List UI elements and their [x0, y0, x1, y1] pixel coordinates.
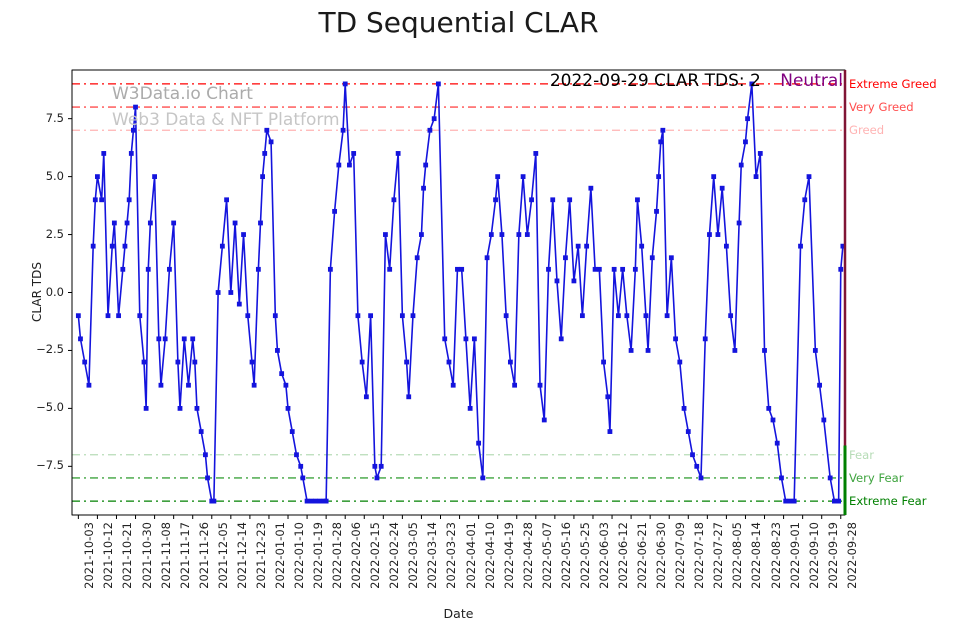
x-tick-label: 2022-09-01 — [787, 522, 802, 589]
annotation-text: 2022-09-29 CLAR TDS: 2 — [549, 71, 761, 91]
threshold-label: Greed — [849, 123, 885, 138]
x-tick-label: 2022-04-19 — [501, 522, 516, 589]
x-tick-label: 2022-07-27 — [711, 522, 726, 589]
y-tick-label: 0.0 — [45, 284, 64, 299]
sentiment-label: Neutral — [780, 71, 843, 91]
y-tick-label: −7.5 — [36, 458, 64, 473]
y-tick-label: 7.5 — [45, 110, 64, 125]
x-tick-label: 2022-08-23 — [768, 522, 783, 589]
watermark-line1: W3Data.io Chart — [112, 84, 253, 104]
latest-value-annotation: 2022-09-29 CLAR TDS: 2 Neutral — [550, 71, 843, 91]
y-tick-label: −5.0 — [36, 400, 64, 415]
x-tick-label: 2021-12-14 — [234, 522, 249, 589]
x-tick-label: 2021-11-17 — [177, 522, 192, 589]
x-tick-label: 2022-06-21 — [635, 522, 650, 589]
x-tick-label: 2021-12-23 — [253, 522, 268, 589]
x-tick-label: 2022-08-05 — [730, 522, 745, 589]
x-tick-label: 2021-10-12 — [101, 522, 116, 589]
x-tick-label: 2022-05-07 — [539, 522, 554, 589]
x-tick-label: 2022-01-01 — [272, 522, 287, 589]
x-tick-label: 2022-01-19 — [311, 522, 326, 589]
y-tick-label: 5.0 — [45, 168, 64, 183]
x-tick-label: 2022-06-12 — [616, 522, 631, 589]
x-tick-label: 2021-10-03 — [82, 522, 97, 589]
y-tick-label: −2.5 — [36, 342, 64, 357]
x-tick-label: 2021-11-08 — [158, 522, 173, 589]
threshold-label: Extreme Greed — [849, 76, 937, 91]
x-tick-label: 2022-02-24 — [387, 522, 402, 589]
x-tick-label: 2022-09-28 — [844, 522, 859, 589]
x-tick-label: 2022-04-01 — [463, 522, 478, 589]
x-tick-label: 2021-12-05 — [215, 522, 230, 589]
threshold-label: Fear — [849, 447, 875, 462]
threshold-label: Very Greed — [849, 100, 914, 115]
x-tick-label: 2022-03-23 — [444, 522, 459, 589]
x-tick-label: 2022-03-05 — [406, 522, 421, 589]
x-tick-label: 2022-04-10 — [482, 522, 497, 589]
x-axis-title: Date — [443, 606, 474, 621]
threshold-label: Extreme Fear — [849, 494, 927, 509]
y-tick-label: 2.5 — [45, 226, 64, 241]
x-tick-label: 2022-02-15 — [368, 522, 383, 589]
threshold-label: Very Fear — [849, 470, 904, 485]
x-tick-label: 2021-11-26 — [196, 522, 211, 589]
x-tick-label: 2022-05-25 — [577, 522, 592, 589]
x-tick-label: 2022-04-28 — [520, 522, 535, 589]
x-tick-label: 2022-07-09 — [673, 522, 688, 589]
x-tick-label: 2022-09-19 — [825, 522, 840, 589]
x-tick-label: 2022-02-06 — [349, 522, 364, 589]
watermark-line2: Web3 Data & NFT Platform — [112, 110, 340, 130]
x-tick-label: 2022-01-28 — [330, 522, 345, 589]
x-tick-label: 2022-09-10 — [806, 522, 821, 589]
x-tick-label: 2022-01-10 — [292, 522, 307, 589]
x-tick-label: 2022-06-03 — [596, 522, 611, 589]
x-tick-label: 2022-08-14 — [749, 522, 764, 589]
x-tick-label: 2021-10-30 — [139, 522, 154, 589]
x-tick-label: 2022-07-18 — [692, 522, 707, 589]
x-tick-label: 2022-06-30 — [654, 522, 669, 589]
x-tick-label: 2021-10-21 — [120, 522, 135, 589]
x-tick-label: 2022-03-14 — [425, 522, 440, 589]
x-tick-label: 2022-05-16 — [558, 522, 573, 589]
